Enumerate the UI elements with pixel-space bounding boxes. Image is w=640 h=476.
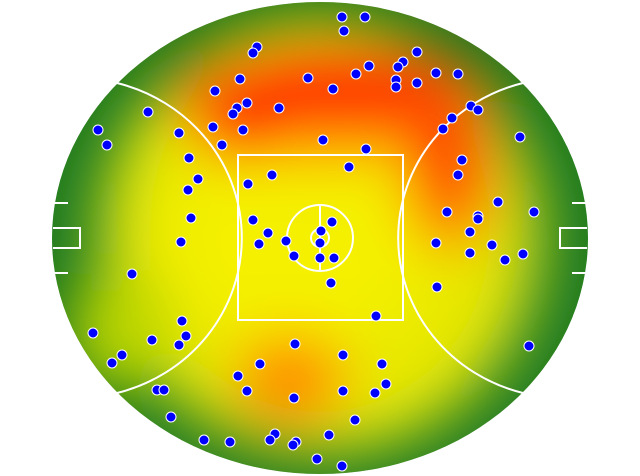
- point: [486, 239, 498, 251]
- point: [209, 85, 221, 97]
- point: [253, 238, 265, 250]
- point: [328, 252, 340, 264]
- point: [198, 434, 210, 446]
- point: [92, 124, 104, 136]
- point: [146, 334, 158, 346]
- point: [126, 268, 138, 280]
- point: [185, 212, 197, 224]
- point: [247, 214, 259, 226]
- point: [273, 102, 285, 114]
- points: [87, 11, 540, 472]
- point: [180, 330, 192, 342]
- point: [517, 248, 529, 260]
- point: [411, 46, 423, 58]
- point: [280, 235, 292, 247]
- point: [472, 104, 484, 116]
- point: [359, 11, 371, 23]
- point: [456, 154, 468, 166]
- point: [337, 349, 349, 361]
- point: [182, 184, 194, 196]
- point: [452, 169, 464, 181]
- point: [350, 68, 362, 80]
- point: [338, 25, 350, 37]
- point: [441, 206, 453, 218]
- point: [175, 236, 187, 248]
- point: [192, 173, 204, 185]
- point: [523, 340, 535, 352]
- point: [437, 123, 449, 135]
- point: [337, 385, 349, 397]
- point: [464, 226, 476, 238]
- point: [323, 429, 335, 441]
- point: [326, 216, 338, 228]
- point: [376, 358, 388, 370]
- point: [247, 47, 259, 59]
- point: [234, 73, 246, 85]
- point: [158, 384, 170, 396]
- point: [289, 338, 301, 350]
- point: [254, 358, 266, 370]
- point: [392, 61, 404, 73]
- point: [183, 152, 195, 164]
- point: [336, 11, 348, 23]
- point: [262, 227, 274, 239]
- point: [343, 161, 355, 173]
- point: [173, 127, 185, 139]
- point: [287, 439, 299, 451]
- point: [165, 411, 177, 423]
- point: [446, 112, 458, 124]
- point: [106, 357, 118, 369]
- point: [173, 339, 185, 351]
- point: [232, 370, 244, 382]
- point: [430, 67, 442, 79]
- point: [237, 124, 249, 136]
- point: [264, 434, 276, 446]
- point: [87, 327, 99, 339]
- point: [390, 81, 402, 93]
- point: [370, 310, 382, 322]
- point: [363, 60, 375, 72]
- point: [288, 392, 300, 404]
- point: [528, 206, 540, 218]
- point: [514, 131, 526, 143]
- point: [314, 252, 326, 264]
- point: [369, 387, 381, 399]
- point: [241, 97, 253, 109]
- point: [216, 139, 228, 151]
- point: [431, 281, 443, 293]
- point: [227, 108, 239, 120]
- point: [349, 414, 361, 426]
- point: [311, 453, 323, 465]
- point: [302, 72, 314, 84]
- point: [241, 385, 253, 397]
- point: [142, 106, 154, 118]
- point: [116, 349, 128, 361]
- point: [176, 315, 188, 327]
- point: [472, 213, 484, 225]
- point: [288, 250, 300, 262]
- point: [224, 436, 236, 448]
- point: [101, 139, 113, 151]
- point: [360, 143, 372, 155]
- point: [452, 68, 464, 80]
- point: [464, 247, 476, 259]
- point: [317, 134, 329, 146]
- point: [207, 121, 219, 133]
- point: [380, 378, 392, 390]
- point: [336, 460, 348, 472]
- point: [314, 237, 326, 249]
- point: [242, 178, 254, 190]
- point: [492, 196, 504, 208]
- point: [327, 83, 339, 95]
- point: [499, 254, 511, 266]
- point: [325, 277, 337, 289]
- point: [411, 77, 423, 89]
- point: [266, 169, 278, 181]
- point: [315, 225, 327, 237]
- point: [430, 237, 442, 249]
